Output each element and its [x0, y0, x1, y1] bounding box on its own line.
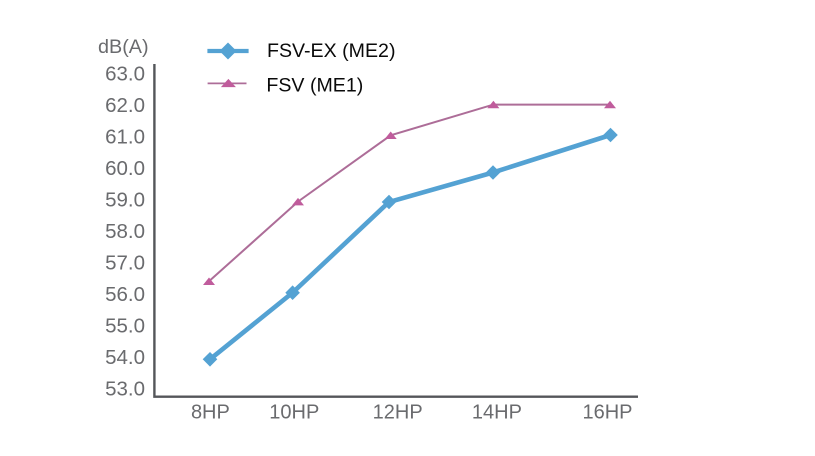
svg-text:8HP: 8HP	[191, 402, 230, 424]
svg-text:FSV (ME1): FSV (ME1)	[266, 74, 363, 96]
svg-text:58.0: 58.0	[105, 220, 145, 243]
svg-text:61.0: 61.0	[105, 125, 145, 148]
svg-text:16HP: 16HP	[582, 402, 632, 424]
svg-text:54.0: 54.0	[105, 346, 145, 369]
svg-text:59.0: 59.0	[105, 188, 145, 211]
svg-text:56.0: 56.0	[105, 283, 145, 306]
svg-text:60.0: 60.0	[105, 157, 145, 180]
svg-text:FSV-EX (ME2): FSV-EX (ME2)	[267, 40, 395, 62]
svg-text:57.0: 57.0	[105, 251, 145, 274]
svg-text:dB(A): dB(A)	[98, 36, 149, 58]
svg-text:55.0: 55.0	[105, 314, 145, 337]
svg-text:53.0: 53.0	[105, 377, 145, 400]
svg-text:62.0: 62.0	[105, 94, 145, 117]
svg-text:14HP: 14HP	[472, 402, 522, 424]
svg-text:12HP: 12HP	[373, 402, 423, 424]
svg-text:10HP: 10HP	[269, 402, 319, 424]
svg-text:63.0: 63.0	[105, 62, 145, 85]
